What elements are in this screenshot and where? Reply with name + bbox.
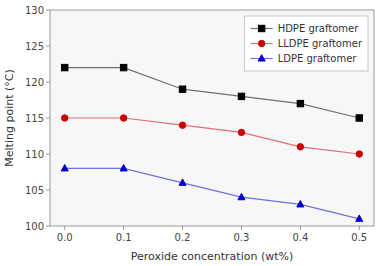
y-tick: [46, 154, 50, 155]
y-tick: [46, 10, 50, 11]
x-tick-label: 0.3: [234, 232, 250, 243]
x-tick-label: 0.1: [116, 232, 132, 243]
x-tick: [359, 226, 360, 230]
x-tick: [182, 226, 183, 230]
x-tick-label: 0.4: [292, 232, 308, 243]
legend-swatch: [258, 40, 264, 46]
data-point: [238, 129, 244, 135]
chart: 0.0 0.1 0.2 0.3 0.4 0.5 100 105 110 115 120 125 130 P…: [0, 0, 384, 266]
data-point: [356, 115, 362, 121]
x-tick: [64, 226, 65, 230]
x-tick: [241, 226, 242, 230]
y-axis-label: Melting point (°C): [3, 69, 16, 166]
data-point: [62, 64, 68, 70]
x-tick: [300, 226, 301, 230]
x-axis-label: Peroxide concentration (wt%): [131, 250, 294, 263]
x-tick-label: 0.0: [57, 232, 73, 243]
data-point: [179, 122, 185, 128]
x-tick: [123, 226, 124, 230]
data-point: [61, 165, 68, 171]
series-line: [65, 68, 360, 118]
y-tick-label: 120: [25, 77, 44, 88]
legend-label: LLDPE graftomer: [278, 38, 363, 49]
legend-label: LDPE graftomer: [278, 53, 358, 64]
plot-frame: [50, 10, 374, 226]
legend: HDPE graftomer LLDPE graftomer LDPE grafto…: [245, 16, 368, 71]
y-tick: [46, 82, 50, 83]
y-tick: [46, 226, 50, 227]
data-point: [120, 64, 126, 70]
data-point: [356, 215, 363, 221]
y-tick-label: 130: [25, 5, 44, 16]
y-tick-label: 110: [25, 149, 44, 160]
y-tick-label: 125: [25, 41, 44, 52]
x-tick-label: 0.2: [175, 232, 191, 243]
plot-area: [61, 64, 363, 221]
x-tick-label: 0.5: [351, 232, 367, 243]
series-line: [65, 168, 360, 218]
data-point: [356, 151, 362, 157]
legend-label: HDPE graftomer: [278, 23, 360, 34]
legend-swatch: [258, 25, 264, 31]
data-point: [62, 115, 68, 121]
y-tick: [46, 46, 50, 47]
data-point: [120, 165, 127, 171]
y-tick-label: 115: [25, 113, 44, 124]
data-point: [179, 86, 185, 92]
data-point: [120, 115, 126, 121]
data-point: [179, 179, 186, 185]
series-line: [65, 118, 360, 154]
y-tick: [46, 118, 50, 119]
y-tick-label: 100: [25, 221, 44, 232]
data-point: [297, 144, 303, 150]
y-tick-label: 105: [25, 185, 44, 196]
y-tick: [46, 190, 50, 191]
legend-box: [245, 16, 368, 71]
data-point: [238, 193, 245, 199]
data-point: [297, 201, 304, 207]
legend-swatch: [258, 55, 265, 61]
data-point: [238, 93, 244, 99]
data-point: [297, 100, 303, 106]
